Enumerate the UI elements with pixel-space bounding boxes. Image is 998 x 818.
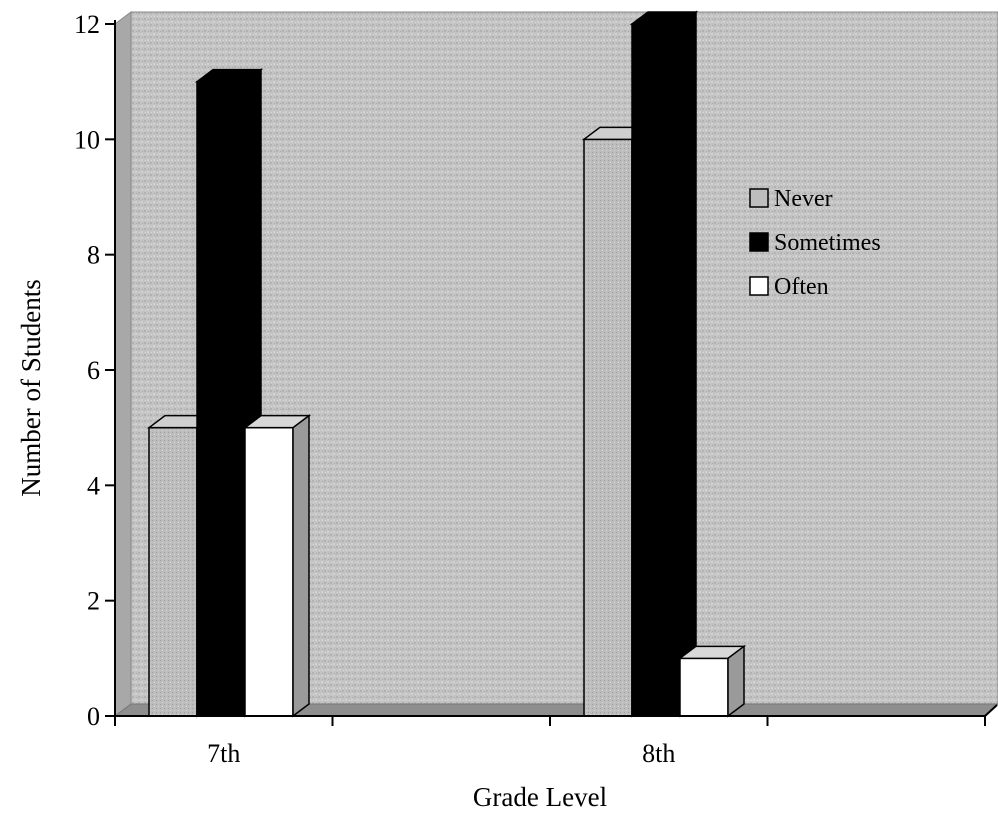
- x-tick-label: 8th: [642, 739, 675, 768]
- bar-front: [244, 426, 294, 717]
- bar-often-8th: [677, 644, 747, 718]
- y-tick-label: 4: [87, 471, 100, 500]
- y-tick-label: 12: [74, 10, 100, 39]
- legend-item-sometimes: Sometimes: [749, 230, 881, 256]
- legend-label: Sometimes: [774, 230, 881, 256]
- bar-side: [727, 644, 745, 718]
- y-tick-label: 6: [87, 356, 100, 385]
- bar-front: [583, 138, 633, 717]
- legend-item-never: Never: [749, 186, 833, 212]
- bar-often-7th: [242, 414, 312, 718]
- x-axis-ticks: 7th 8th: [114, 716, 986, 768]
- y-tick-label: 0: [87, 702, 100, 731]
- y-tick-label: 10: [74, 125, 100, 154]
- bars-group: [146, 10, 747, 718]
- legend-label: Never: [774, 186, 833, 212]
- bar-front: [196, 80, 246, 717]
- x-axis-title: Grade Level: [473, 782, 607, 812]
- axes-group: 0 2 4 6 8 10 12 7th 8th: [74, 10, 998, 768]
- plot-background: [113, 11, 998, 717]
- y-axis-title: Number of Students: [16, 279, 46, 496]
- legend-swatch: [749, 276, 769, 296]
- x-axis-end-line: [984, 704, 998, 717]
- y-tick-label: 2: [87, 587, 100, 616]
- bar-sometimes-8th: [629, 10, 699, 718]
- legend: Never Sometimes Often: [749, 186, 881, 300]
- side-wall: [114, 11, 132, 717]
- legend-item-often: Often: [749, 274, 829, 300]
- legend-label: Often: [774, 274, 829, 300]
- bar-front: [148, 426, 198, 717]
- y-axis-ticks: 0 2 4 6 8 10 12: [74, 10, 115, 731]
- bar-front: [631, 23, 681, 717]
- legend-swatch: [749, 232, 769, 252]
- bar-front: [679, 657, 729, 717]
- y-tick-label: 8: [87, 241, 100, 270]
- x-tick-label: 7th: [207, 739, 240, 768]
- bar-side: [679, 10, 697, 718]
- bar-side: [292, 414, 310, 718]
- legend-swatch: [749, 188, 769, 208]
